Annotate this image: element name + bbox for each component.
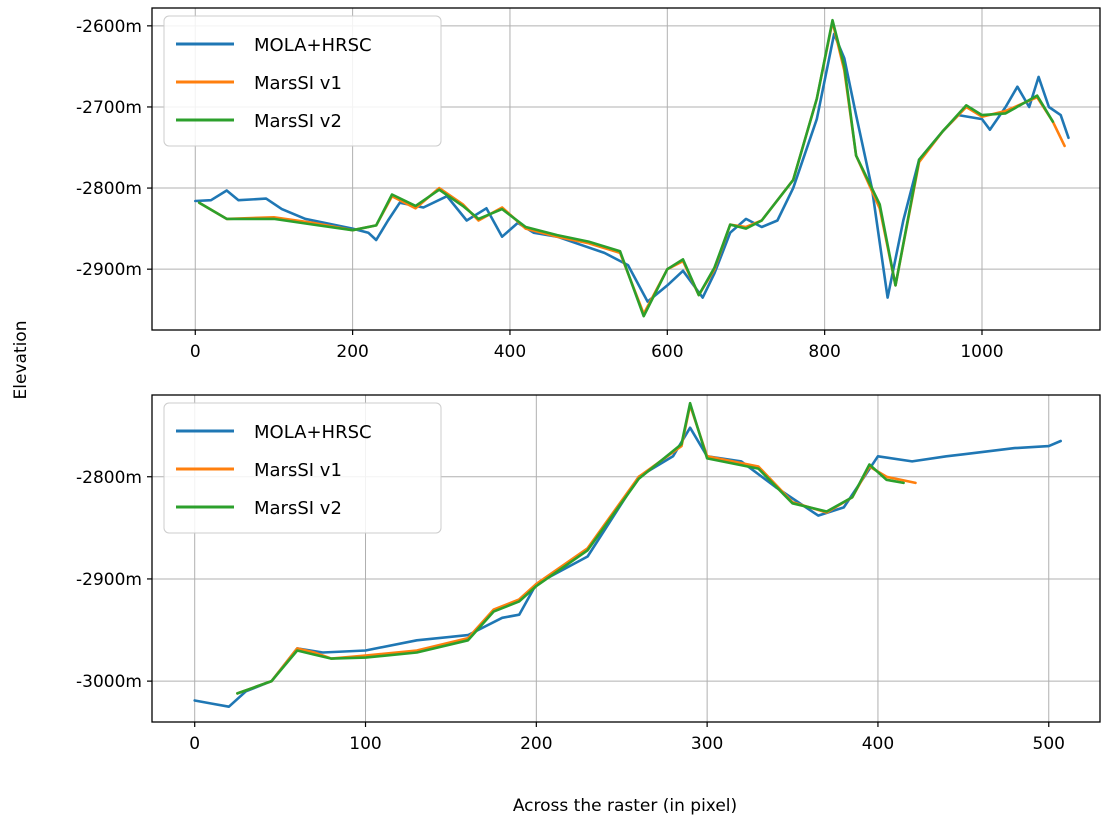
x-tick-label: 500 [1033, 734, 1065, 754]
y-tick-label: -2700m [76, 98, 142, 118]
x-tick-label: 100 [349, 734, 381, 754]
series-line-3 [197, 18, 1055, 318]
x-tick-label: 400 [494, 342, 526, 362]
axes-frame [151, 394, 1101, 723]
y-tick-label: -2900m [76, 260, 142, 280]
y-axis-title: Elevation [11, 321, 31, 400]
x-tick-label: 800 [808, 342, 840, 362]
x-tick-label: 200 [520, 734, 552, 754]
y-tick-label: -2900m [76, 570, 142, 590]
x-tick-label: 400 [862, 734, 894, 754]
x-tick-label: 600 [651, 342, 683, 362]
x-tick-label: 200 [336, 342, 368, 362]
legend: MOLA+HRSC MarsSI v1 MarsSI v2 [163, 15, 442, 147]
axes-frame [151, 7, 1101, 331]
y-tick-label: -2800m [76, 468, 142, 488]
x-tick-label: 1000 [960, 342, 1003, 362]
series-line-1 [194, 32, 1070, 303]
legend-label: MOLA+HRSC [254, 35, 372, 56]
x-tick-label: 0 [190, 342, 201, 362]
series-line-3 [236, 401, 905, 695]
y-tick-label: -2800m [76, 179, 142, 199]
legend-label: MOLA+HRSC [254, 422, 372, 443]
legend-label: MarsSI v2 [254, 498, 342, 519]
legend-label: MarsSI v1 [254, 460, 342, 481]
x-axis-title: Across the raster (in pixel) [513, 796, 737, 816]
y-tick-label: -2600m [76, 17, 142, 37]
legend: MOLA+HRSC MarsSI v1 MarsSI v2 [163, 402, 442, 534]
legend-label: MarsSI v2 [254, 111, 342, 132]
y-tick-label: -3000m [76, 672, 142, 692]
x-tick-label: 0 [189, 734, 200, 754]
chart-panel-2: 0 100 200 300 400 500 -2800m -2900m -3000m MOLA+H… [76, 394, 1101, 754]
chart-panel-1: 0 200 400 600 800 1000 -2600m -2700m -2800m -2900… [76, 7, 1101, 362]
legend-box [163, 15, 442, 147]
legend-box [163, 402, 442, 534]
legend-label: MarsSI v1 [254, 73, 342, 94]
x-tick-label: 300 [691, 734, 723, 754]
